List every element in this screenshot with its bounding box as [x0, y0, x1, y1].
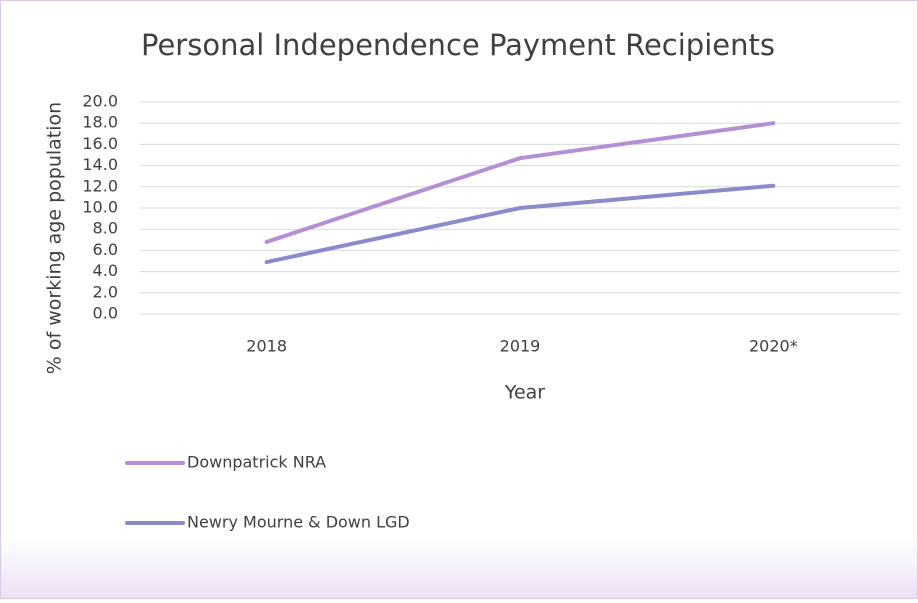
legend-label: Newry Mourne & Down LGD: [187, 513, 410, 532]
chart-title: Personal Independence Payment Recipients: [141, 28, 775, 62]
y-tick-label: 14.0: [82, 155, 118, 174]
y-tick-label: 8.0: [93, 219, 118, 238]
y-tick-label: 18.0: [82, 113, 118, 132]
data-line: [264, 121, 776, 244]
x-tick-label: 2020*: [749, 337, 798, 356]
x-axis-label: Year: [504, 382, 545, 404]
x-tick-label: 2018: [246, 337, 287, 356]
y-tick-label: 4.0: [93, 261, 118, 280]
y-tick-label: 6.0: [93, 240, 118, 259]
y-tick-label: 10.0: [82, 198, 118, 217]
y-tick-label: 2.0: [93, 282, 118, 301]
y-axis-label: % of working age population: [44, 102, 66, 374]
y-tick-label: 16.0: [82, 134, 118, 153]
y-tick-label: 12.0: [82, 176, 118, 195]
x-tick-label: 2019: [500, 337, 541, 356]
data-line: [264, 183, 776, 265]
legend-label: Downpatrick NRA: [187, 453, 326, 472]
y-tick-label: 0.0: [93, 304, 118, 323]
y-tick-label: 20.0: [82, 92, 118, 111]
